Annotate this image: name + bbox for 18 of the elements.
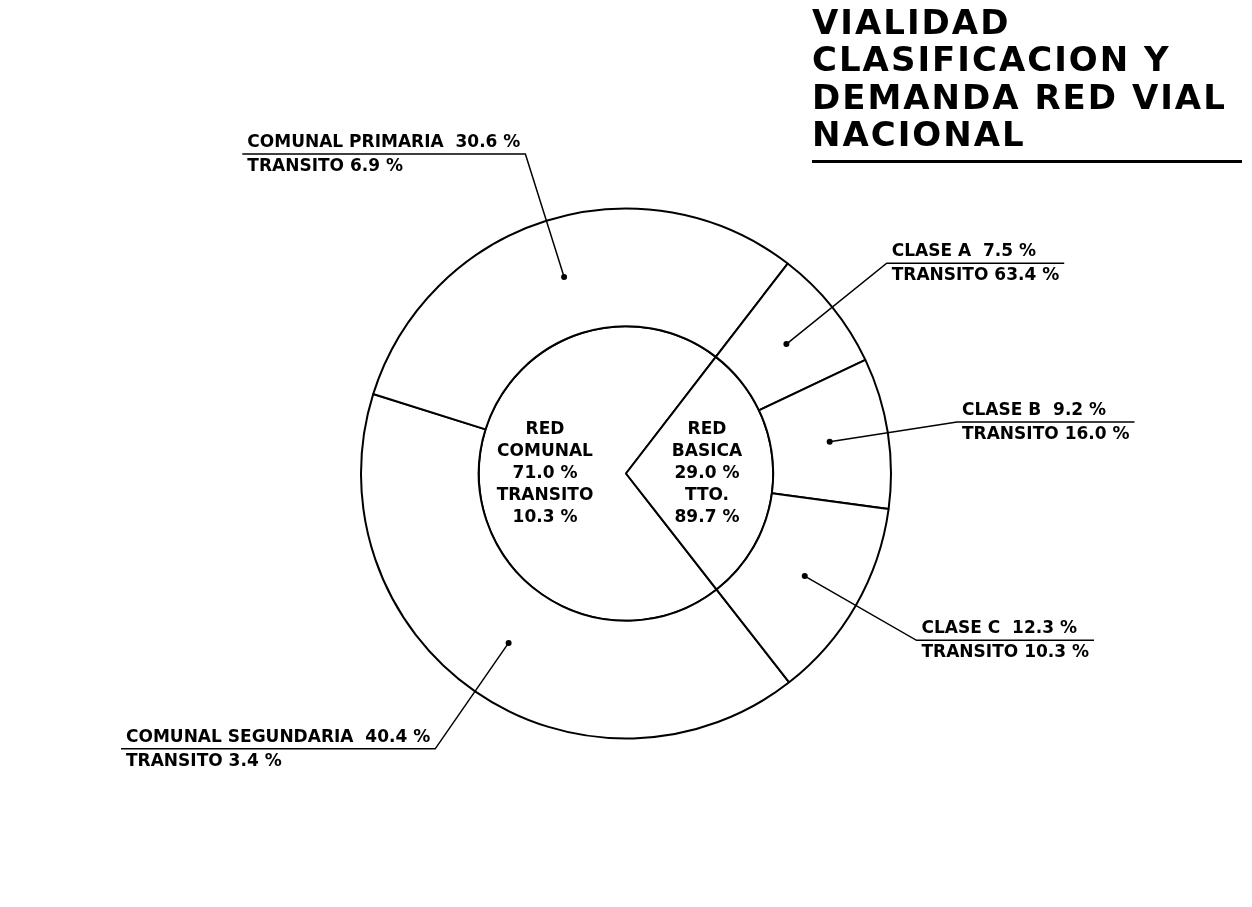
data-label: 71.0 % [512, 462, 578, 483]
text: TRANSITO 10.3 % [496, 484, 594, 527]
chart-title: VIALIDAD [812, 2, 1012, 42]
text: TRANSITO 10.3 % [921, 641, 1090, 662]
text: TTO. 89.7 % [674, 483, 740, 526]
data-label: 29.0 % [674, 461, 740, 482]
category-label: CLASE C 12.3 % [921, 617, 1077, 638]
category-label: COMUNAL PRIMARIA 30.6 % [247, 130, 521, 151]
text: CLASIFICACION Y DEMANDA RED VIAL NACIONAL [812, 39, 1228, 155]
text: TRANSITO 63.4 % [891, 264, 1060, 285]
category-label: CLASE A 7.5 % [891, 240, 1037, 261]
text: TRANSITO 3.4 % [126, 749, 282, 770]
category-label: CLASE B 9.2 % [962, 398, 1107, 419]
category-label: COMUNAL SEGUNDARIA 40.4 % [126, 725, 431, 746]
text: TRANSITO 16.0 % [962, 422, 1130, 443]
slice-label: RED COMUNAL [497, 418, 594, 461]
slice-label: RED BASICA [671, 417, 743, 460]
text: TRANSITO 6.9 % [247, 154, 404, 175]
